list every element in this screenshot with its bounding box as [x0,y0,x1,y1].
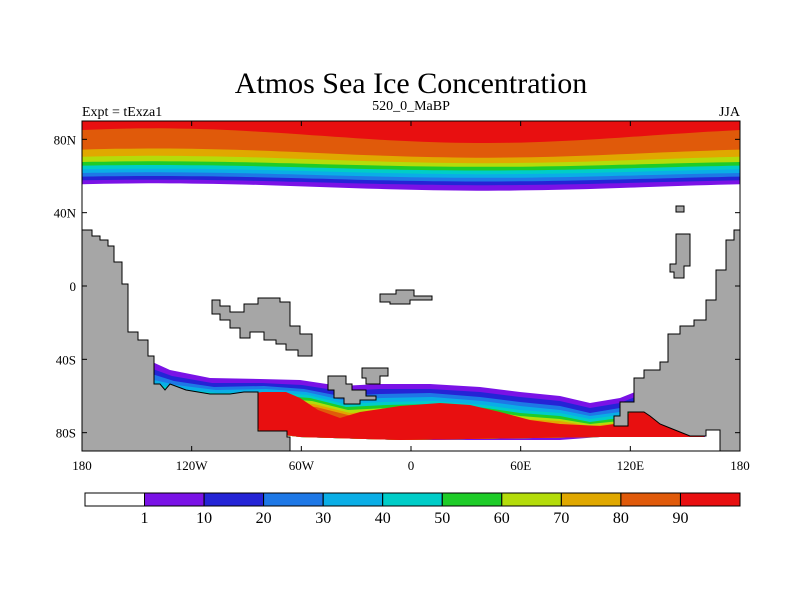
antarctic-ice-bands [140,360,705,440]
experiment-label: Expt = tExza1 [82,105,162,120]
x-tick-label: 180 [72,458,92,473]
colorbar-label: 50 [434,510,450,527]
land-eastern-continent [613,229,740,451]
y-tick-label: 80S [56,426,76,441]
colorbar-label: 80 [613,510,629,527]
arctic-band-90 [82,121,740,143]
y-axis: 80N 40N 0 40S 80S [54,132,740,441]
season-label: JJA [719,105,741,120]
y-tick-label: 40N [54,206,77,221]
colorbar: 1 10 20 30 40 50 60 70 80 90 [84,492,741,527]
colorbar-swatch [620,492,681,507]
x-tick-label: 120W [176,458,209,473]
y-tick-label: 0 [70,279,77,294]
colorbar-swatch [263,492,324,507]
colorbar-label: 60 [494,510,510,527]
colorbar-swatch [441,492,503,507]
y-tick-label: 80N [54,132,77,147]
land-masses [82,205,740,451]
land-eastern-island [669,233,691,279]
subtitle-label: 520_0_MaBP [372,99,450,114]
y-tick-label: 40S [56,352,76,367]
x-tick-label: 0 [408,458,415,473]
colorbar-swatch [560,492,622,507]
chart-title: Atmos Sea Ice Concentration [235,67,587,100]
colorbar-swatch [84,492,145,507]
colorbar-label: 20 [256,510,272,527]
x-tick-label: 60E [510,458,531,473]
colorbar-swatch [322,492,384,507]
land-central-island [211,297,313,357]
colorbar-swatch [680,492,741,507]
x-axis: 180 120W 60W 0 60E 120E 180 [72,121,750,473]
colorbar-label: 90 [673,510,689,527]
colorbar-swatch [501,492,562,507]
colorbar-label: 1 [141,510,149,527]
land-eastern-islet [675,205,685,213]
colorbar-label: 10 [196,510,212,527]
arctic-ice-bands [82,121,740,191]
x-tick-label: 180 [730,458,750,473]
land-western-continent [82,229,291,451]
colorbar-swatch [382,492,443,507]
x-tick-label: 120E [617,458,645,473]
colorbar-swatch [203,492,265,507]
colorbar-label: 30 [315,510,331,527]
colorbar-label: 40 [375,510,391,527]
x-tick-label: 60W [289,458,315,473]
land-southern-islands [327,367,389,405]
colorbar-label: 70 [553,510,569,527]
antarctic-band-90 [155,390,704,440]
map-area [82,121,740,451]
land-equatorial-island [379,289,433,305]
colorbar-swatch [144,492,205,507]
